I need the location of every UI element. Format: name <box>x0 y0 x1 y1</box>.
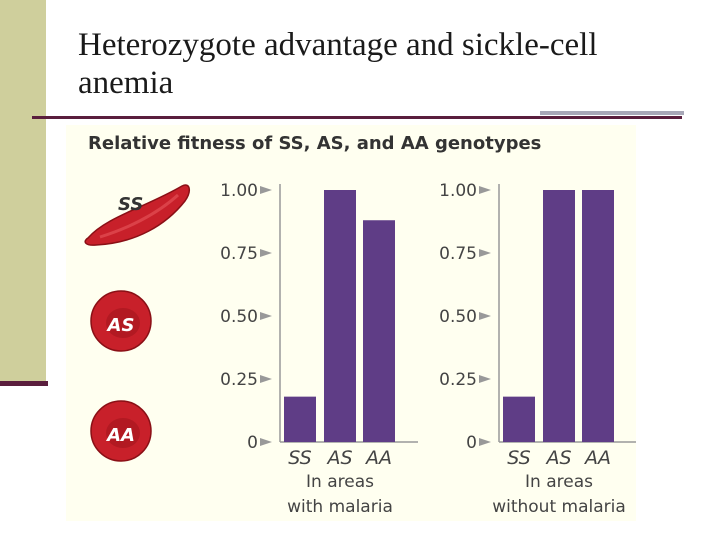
title-rule <box>32 116 682 119</box>
x-tick-label: SS <box>288 447 311 469</box>
cell-as: AS <box>90 290 152 352</box>
y-tick-label: 0 <box>247 433 258 453</box>
x-tick-label: SS <box>507 447 530 469</box>
bar-aa <box>582 190 614 442</box>
tick-arrow <box>260 249 272 257</box>
bar-ss <box>503 396 535 442</box>
cell-label-as: AS <box>106 315 135 336</box>
y-tick-label: 0.25 <box>439 370 477 390</box>
tick-arrow <box>260 438 272 446</box>
chart-caption-line: with malaria <box>287 497 393 517</box>
bar-chart-with-malaria: 0 0.25 0.50 0.75 1.00 SS AS AA In areas with mala… <box>220 181 418 517</box>
tick-arrow <box>260 312 272 320</box>
chart-caption-line: without malaria <box>492 497 626 517</box>
y-tick-label: 0.25 <box>220 370 258 390</box>
y-tick-label: 1.00 <box>439 181 477 201</box>
cell-label-ss: SS <box>118 194 143 215</box>
title-rule-accent <box>540 111 684 115</box>
x-tick-label: AA <box>364 447 392 469</box>
x-tick-label: AA <box>583 447 611 469</box>
sidebar-decoration <box>0 0 46 383</box>
slide-title: Heterozygote advantage and sickle-cell a… <box>78 27 598 101</box>
round-cell-center <box>106 418 140 448</box>
y-tick-label: 0.75 <box>220 244 258 264</box>
cell-label-aa: AA <box>105 425 135 446</box>
fitness-figure-svg: Relative fitness of SS, AS, and AA genot… <box>84 133 636 517</box>
x-tick-label: AS <box>325 447 352 469</box>
tick-arrow <box>479 438 491 446</box>
bar-chart-without-malaria: 0 0.25 0.50 0.75 1.00 SS AS AA In areas without m… <box>439 181 636 517</box>
bar-as <box>324 190 356 442</box>
tick-arrow <box>479 375 491 383</box>
y-tick-label: 0 <box>466 433 477 453</box>
chart-caption-line: In areas <box>525 472 593 492</box>
cell-aa: AA <box>90 400 152 462</box>
sickle-cell-highlight <box>99 193 180 239</box>
sidebar-accent <box>0 381 48 386</box>
bar-ss <box>284 396 316 442</box>
bar-as <box>543 190 575 442</box>
fitness-figure: Relative fitness of SS, AS, and AA genot… <box>66 125 636 521</box>
tick-arrow <box>260 186 272 194</box>
round-cell-center <box>106 308 140 338</box>
figure-heading: Relative fitness of SS, AS, and AA genot… <box>88 133 541 154</box>
chart-caption-line: In areas <box>306 472 374 492</box>
sickle-cell-icon <box>84 184 190 246</box>
x-tick-label: AS <box>544 447 571 469</box>
y-tick-label: 0.75 <box>439 244 477 264</box>
tick-arrow <box>479 312 491 320</box>
y-tick-label: 1.00 <box>220 181 258 201</box>
y-tick-label: 0.50 <box>439 307 477 327</box>
tick-arrow <box>260 375 272 383</box>
tick-arrow <box>479 249 491 257</box>
cell-ss: SS <box>84 184 190 246</box>
tick-arrow <box>479 186 491 194</box>
bar-aa <box>363 220 395 442</box>
y-tick-label: 0.50 <box>220 307 258 327</box>
